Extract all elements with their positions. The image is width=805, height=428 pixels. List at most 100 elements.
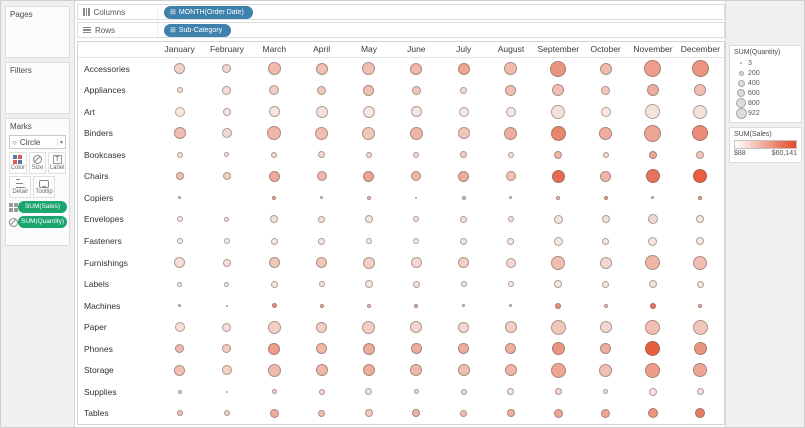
circle-mark[interactable] — [269, 85, 280, 96]
circle-mark[interactable] — [553, 214, 563, 224]
circle-mark[interactable] — [600, 170, 612, 182]
circle-mark[interactable] — [693, 255, 708, 270]
circle-mark[interactable] — [362, 105, 375, 118]
circle-mark[interactable] — [645, 362, 661, 378]
circle-mark[interactable] — [412, 409, 421, 418]
circle-mark[interactable] — [175, 172, 184, 181]
circle-mark[interactable] — [461, 195, 466, 200]
column-header-february[interactable]: February — [209, 44, 244, 54]
circle-mark[interactable] — [267, 126, 282, 141]
circle-mark[interactable] — [505, 171, 516, 182]
circle-mark[interactable] — [504, 364, 517, 377]
circle-mark[interactable] — [415, 196, 418, 199]
circle-mark[interactable] — [174, 106, 185, 117]
circle-mark[interactable] — [599, 363, 613, 377]
circle-mark[interactable] — [222, 172, 231, 181]
circle-mark[interactable] — [267, 320, 281, 334]
size-legend-item[interactable]: 3 — [734, 58, 797, 68]
circle-mark[interactable] — [412, 280, 420, 288]
circle-mark[interactable] — [554, 280, 563, 289]
circle-mark[interactable] — [505, 257, 516, 268]
circle-mark[interactable] — [603, 303, 608, 308]
circle-mark[interactable] — [224, 216, 230, 222]
row-label-bookcases[interactable]: Bookcases — [84, 149, 126, 160]
month-order-date-pill[interactable]: ⊞ MONTH(Order Date) — [164, 5, 253, 19]
circle-mark[interactable] — [601, 408, 611, 418]
circle-mark[interactable] — [225, 304, 228, 307]
circle-mark[interactable] — [176, 410, 183, 417]
column-header-september[interactable]: September — [537, 44, 580, 54]
circle-mark[interactable] — [504, 62, 518, 76]
circle-mark[interactable] — [645, 341, 661, 357]
circle-mark[interactable] — [460, 215, 468, 223]
circle-mark[interactable] — [460, 281, 467, 288]
circle-mark[interactable] — [316, 321, 328, 333]
circle-mark[interactable] — [174, 322, 185, 333]
circle-mark[interactable] — [221, 365, 232, 376]
circle-mark[interactable] — [693, 342, 707, 356]
circle-mark[interactable] — [319, 303, 324, 308]
circle-mark[interactable] — [645, 104, 661, 120]
circle-mark[interactable] — [602, 237, 610, 245]
circle-mark[interactable] — [696, 388, 704, 396]
circle-mark[interactable] — [222, 64, 232, 74]
circle-mark[interactable] — [698, 195, 703, 200]
sub-category-pill[interactable]: ⊞ Sub-Category — [164, 23, 232, 37]
circle-mark[interactable] — [223, 238, 230, 245]
circle-mark[interactable] — [648, 150, 657, 159]
circle-mark[interactable] — [460, 409, 468, 417]
circle-mark[interactable] — [362, 364, 375, 377]
circle-mark[interactable] — [648, 280, 657, 289]
row-label-chairs[interactable]: Chairs — [84, 171, 109, 182]
size-legend-item[interactable]: 800 — [734, 98, 797, 108]
circle-mark[interactable] — [318, 281, 325, 288]
circle-mark[interactable] — [601, 85, 611, 95]
row-label-furnishings[interactable]: Furnishings — [84, 257, 128, 268]
circle-mark[interactable] — [316, 171, 327, 182]
circle-mark[interactable] — [362, 126, 376, 140]
circle-mark[interactable] — [270, 215, 279, 224]
circle-mark[interactable] — [457, 127, 470, 140]
circle-mark[interactable] — [318, 409, 326, 417]
circle-mark[interactable] — [225, 390, 228, 393]
circle-mark[interactable] — [696, 237, 705, 246]
circle-mark[interactable] — [550, 60, 567, 77]
circle-mark[interactable] — [270, 237, 278, 245]
circle-mark[interactable] — [363, 170, 375, 182]
pages-shelf[interactable]: Pages — [5, 6, 70, 58]
detail-button[interactable]: Detail — [9, 176, 31, 198]
circle-mark[interactable] — [696, 280, 704, 288]
circle-mark[interactable] — [551, 169, 565, 183]
circle-mark[interactable] — [315, 105, 328, 118]
circle-mark[interactable] — [268, 342, 281, 355]
circle-mark[interactable] — [410, 364, 423, 377]
circle-mark[interactable] — [599, 256, 612, 269]
row-label-accessories[interactable]: Accessories — [84, 63, 130, 74]
circle-mark[interactable] — [505, 84, 517, 96]
circle-mark[interactable] — [176, 238, 183, 245]
row-label-machines[interactable]: Machines — [84, 300, 121, 311]
circle-mark[interactable] — [460, 151, 468, 159]
circle-mark[interactable] — [365, 151, 372, 158]
circle-mark[interactable] — [268, 257, 280, 269]
sum-sales-pill[interactable]: SUM(Sales) — [18, 201, 67, 213]
row-label-supplies[interactable]: Supplies — [84, 386, 117, 397]
tooltip-button[interactable]: Tooltip — [33, 176, 55, 198]
column-header-march[interactable]: March — [262, 44, 287, 54]
circle-mark[interactable] — [457, 364, 470, 377]
size-button[interactable]: Size — [28, 152, 47, 174]
circle-mark[interactable] — [646, 84, 659, 97]
circle-mark[interactable] — [507, 151, 514, 158]
circle-mark[interactable] — [177, 281, 183, 287]
circle-mark[interactable] — [645, 169, 660, 184]
circle-mark[interactable] — [318, 215, 326, 223]
rows-shelf[interactable]: Rows ⊞ Sub-Category — [77, 22, 725, 38]
circle-mark[interactable] — [648, 236, 658, 246]
column-header-october[interactable]: October — [590, 44, 621, 54]
circle-mark[interactable] — [555, 302, 562, 309]
column-header-april[interactable]: April — [313, 44, 331, 54]
circle-mark[interactable] — [320, 196, 324, 200]
circle-mark[interactable] — [178, 304, 182, 308]
column-header-december[interactable]: December — [680, 44, 720, 54]
circle-mark[interactable] — [601, 215, 610, 224]
